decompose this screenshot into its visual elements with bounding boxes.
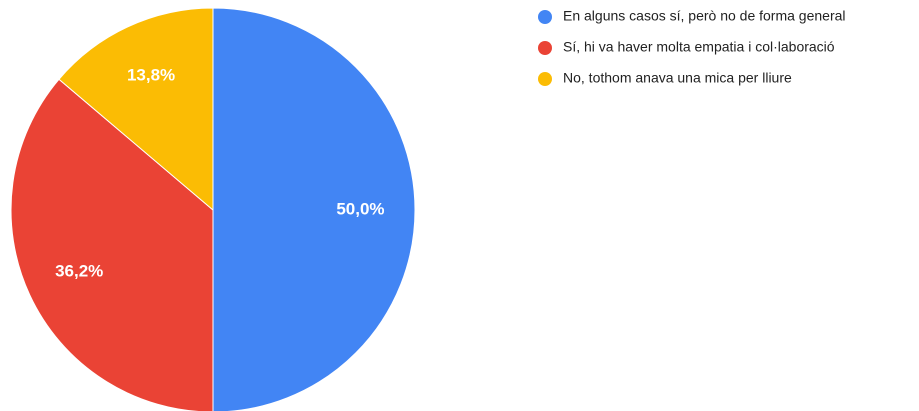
legend-marker [538,10,552,24]
slice-label: 13,8% [127,66,175,85]
legend-marker [538,72,552,86]
legend-marker [538,41,552,55]
legend-text: En alguns casos sí, però no de forma gen… [563,8,846,24]
legend-text: Sí, hi va haver molta empatia i col·labo… [563,39,835,55]
pie-slice [10,78,214,411]
slice-label: 36,2% [55,261,103,280]
slice-label: 50,0% [336,199,384,218]
pie-slice [212,7,416,411]
legend-text: No, tothom anava una mica per lliure [563,70,792,86]
pie-slice [58,7,214,212]
